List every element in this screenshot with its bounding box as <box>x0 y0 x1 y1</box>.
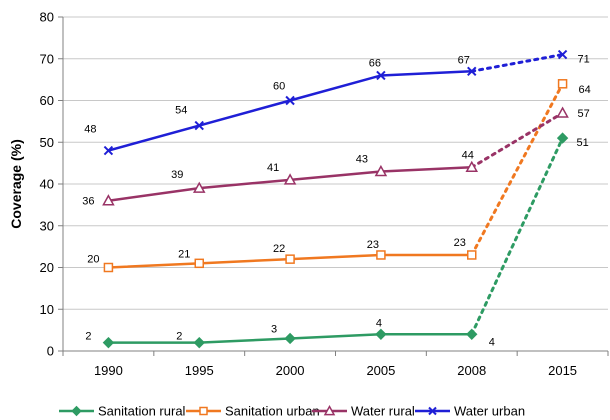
data-point-sanitation-urban <box>467 250 477 260</box>
data-point-sanitation-rural <box>193 336 205 349</box>
projection-line-sanitation-rural <box>470 136 565 336</box>
x-tick-label: 2000 <box>276 363 305 378</box>
legend-label: Sanitation rural <box>98 404 186 419</box>
data-label-water-rural: 44 <box>462 149 474 161</box>
data-point-sanitation-rural <box>466 328 478 341</box>
y-tick-labels: 0 10 20 30 40 50 60 70 80 <box>40 10 54 359</box>
y-tick-label: 50 <box>40 135 54 150</box>
series-sanitation-urban: 20 21 22 23 23 64 <box>87 79 591 273</box>
data-label-sanitation-rural: 4 <box>376 317 382 329</box>
axes <box>58 16 609 356</box>
data-point-water-urban <box>285 95 295 106</box>
x-tick-label: 1995 <box>185 363 214 378</box>
data-label-water-rural: 36 <box>82 196 94 208</box>
legend-label: Water rural <box>351 404 415 419</box>
y-tick-label: 80 <box>40 10 54 25</box>
projection-line-water-urban <box>470 53 565 73</box>
data-label-water-rural: 41 <box>267 162 279 174</box>
legend-marker <box>71 405 82 417</box>
series-water-rural: 36 39 41 43 44 57 <box>82 106 590 208</box>
x-tick-label: 2015 <box>548 363 577 378</box>
legend-marker <box>199 406 208 416</box>
legend-label: Water urban <box>454 404 525 419</box>
data-point-sanitation-urban <box>194 258 204 269</box>
data-label-sanitation-rural: 4 <box>489 336 495 348</box>
y-tick-label: 0 <box>47 344 54 359</box>
y-tick-label: 60 <box>40 93 54 108</box>
data-label-sanitation-urban: 21 <box>178 248 190 260</box>
data-label-water-urban: 54 <box>175 105 187 117</box>
data-point-water-urban <box>557 49 568 60</box>
data-point-water-rural <box>556 106 569 118</box>
y-tick-label: 20 <box>40 260 54 275</box>
data-point-sanitation-rural <box>284 332 296 345</box>
data-point-sanitation-urban <box>103 262 114 273</box>
legend-label: Sanitation urban <box>225 404 320 419</box>
data-label-sanitation-rural: 2 <box>85 331 91 343</box>
data-label-sanitation-urban: 64 <box>578 84 590 96</box>
data-point-water-urban <box>194 120 204 131</box>
x-tick-label: 2005 <box>366 363 395 378</box>
legend-marker <box>323 404 336 416</box>
data-label-sanitation-rural: 51 <box>576 137 588 149</box>
data-label-water-rural: 43 <box>356 153 368 165</box>
data-label-water-rural: 57 <box>577 108 589 120</box>
y-tick-label: 70 <box>40 51 54 66</box>
y-tick-label: 30 <box>40 218 54 233</box>
legend-item-sanitation-rural: Sanitation rural <box>59 404 186 419</box>
data-label-sanitation-urban: 23 <box>367 239 379 251</box>
data-label-water-urban: 66 <box>369 57 381 69</box>
data-label-water-rural: 39 <box>171 169 183 181</box>
data-label-sanitation-rural: 2 <box>176 331 182 343</box>
data-point-water-rural <box>374 164 388 177</box>
data-label-water-urban: 60 <box>273 81 285 93</box>
data-point-sanitation-urban <box>376 250 386 260</box>
gridlines <box>63 16 608 310</box>
data-point-water-urban <box>103 145 114 156</box>
data-point-water-rural <box>283 173 297 185</box>
legend-item-water-urban: Water urban <box>415 404 525 419</box>
data-label-water-urban: 67 <box>458 54 470 66</box>
data-label-sanitation-urban: 23 <box>454 237 466 249</box>
data-point-water-urban <box>467 66 477 76</box>
y-axis-title: Coverage (%) <box>8 139 24 228</box>
data-point-sanitation-rural <box>375 328 387 341</box>
data-point-water-rural <box>102 194 115 206</box>
y-tick-label: 10 <box>40 302 54 317</box>
data-point-water-rural <box>192 181 206 193</box>
data-label-sanitation-rural: 3 <box>271 323 277 335</box>
series-line-water-urban <box>108 70 472 152</box>
series-water-urban: 48 54 60 66 67 71 <box>84 49 590 156</box>
y-tick-label: 40 <box>40 177 54 192</box>
data-label-water-urban: 71 <box>577 54 589 66</box>
data-point-sanitation-rural <box>556 132 569 144</box>
data-point-sanitation-urban <box>285 254 295 264</box>
x-tick-labels: 1990 1995 2000 2005 2008 2015 <box>94 363 577 378</box>
legend: Sanitation rural Sanitation urban Water ru… <box>59 404 525 419</box>
data-label-sanitation-urban: 22 <box>273 243 285 255</box>
x-tick-label: 2008 <box>457 363 486 378</box>
projection-line-sanitation-urban <box>470 82 565 257</box>
data-point-water-urban <box>376 70 386 81</box>
data-point-sanitation-urban <box>557 79 568 89</box>
legend-item-sanitation-urban: Sanitation urban <box>186 404 320 419</box>
data-point-sanitation-rural <box>102 336 115 349</box>
x-tick-label: 1990 <box>94 363 123 378</box>
data-point-water-rural <box>465 160 479 173</box>
legend-item-water-rural: Water rural <box>312 404 415 419</box>
legend-marker <box>428 406 437 416</box>
data-label-sanitation-urban: 20 <box>87 254 99 266</box>
projection-line-water-rural <box>470 111 565 169</box>
data-label-water-urban: 48 <box>84 124 96 136</box>
